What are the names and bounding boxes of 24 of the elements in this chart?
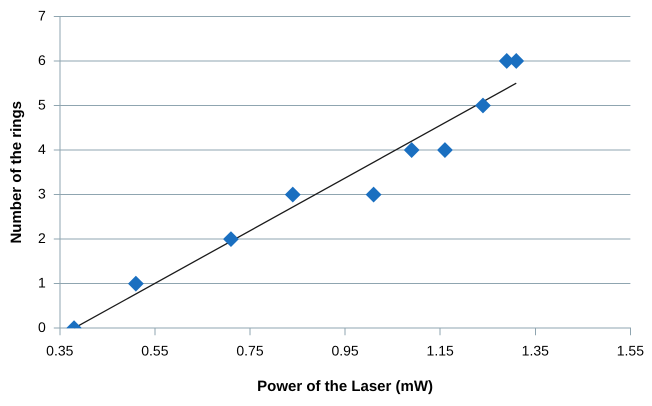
x-axis-title: Power of the Laser (mW) [257,378,434,396]
y-tick-label: 4 [38,140,46,157]
x-tick-label: 0.55 [141,342,169,358]
point [285,186,300,202]
point [366,186,382,202]
x-tick-label: 0.75 [236,342,264,358]
x-tick-label: 0.95 [331,342,359,358]
point [437,142,453,158]
y-tick-label: 3 [38,185,46,202]
x-tick-label: 1.35 [522,342,550,358]
y-tick-label: 5 [38,96,46,112]
x-tick-label: 1.15 [426,342,454,358]
x-tick-label: 1.55 [616,342,644,358]
point [475,98,491,114]
point [404,142,420,158]
y-tick-label: 2 [38,230,46,246]
y-tick-label: 1 [38,274,46,291]
point [128,276,144,292]
y-tick-label: 6 [38,52,46,68]
y-tick-label: 7 [38,7,46,24]
y-tick-label: 0 [38,319,46,336]
y-axis-title: Number of the rings [8,101,26,244]
x-tick-label: 0.35 [46,342,74,358]
point [223,231,239,247]
